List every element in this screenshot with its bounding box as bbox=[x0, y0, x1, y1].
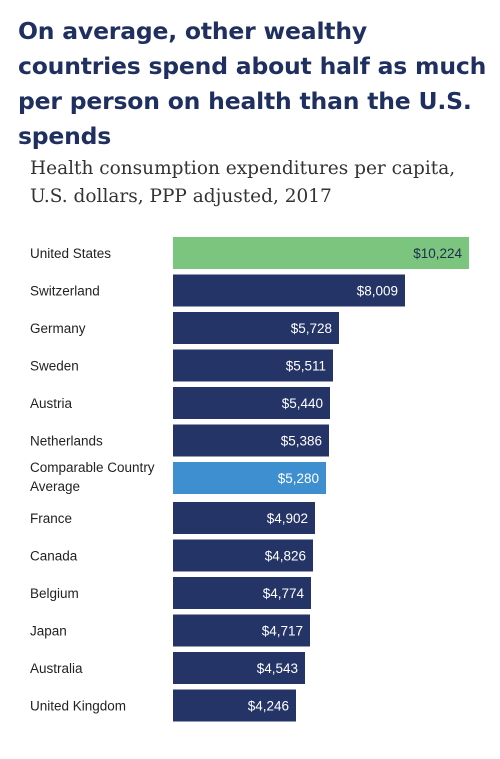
category-label: United States bbox=[30, 246, 111, 261]
value-label: $4,826 bbox=[265, 549, 306, 564]
category-label: Canada bbox=[30, 549, 78, 564]
bar-australia bbox=[173, 652, 305, 684]
value-label: $5,440 bbox=[282, 396, 323, 411]
value-label: $5,386 bbox=[281, 434, 322, 449]
category-label: France bbox=[30, 511, 72, 526]
bar-united-states bbox=[173, 237, 469, 269]
bar-belgium bbox=[173, 577, 311, 609]
bar-comparable-country-average bbox=[173, 462, 326, 494]
headline: On average, other wealthy countries spen… bbox=[18, 17, 487, 150]
bar-austria bbox=[173, 387, 330, 419]
bar-switzerland bbox=[173, 274, 405, 307]
category-label: Comparable Country Average bbox=[30, 460, 155, 494]
value-label: $4,717 bbox=[262, 624, 303, 639]
value-label: $5,728 bbox=[291, 321, 332, 336]
category-label: Belgium bbox=[30, 586, 79, 601]
value-label: $4,246 bbox=[248, 699, 289, 714]
value-label: $4,774 bbox=[263, 586, 305, 601]
category-label: Switzerland bbox=[30, 284, 100, 299]
category-label: Austria bbox=[30, 396, 73, 411]
value-label: $4,902 bbox=[267, 511, 308, 526]
category-label: Australia bbox=[30, 661, 83, 676]
bar-japan bbox=[173, 614, 310, 647]
chart-title: Health consumption expenditures per capi… bbox=[30, 158, 456, 207]
bar-germany bbox=[173, 312, 339, 344]
category-label: Japan bbox=[30, 624, 67, 639]
value-label: $10,224 bbox=[413, 246, 462, 261]
category-label: Germany bbox=[30, 321, 86, 336]
value-label: $8,009 bbox=[357, 284, 398, 299]
category-label: Sweden bbox=[30, 359, 79, 374]
category-label: United Kingdom bbox=[30, 699, 126, 714]
bar-united-kingdom bbox=[173, 689, 296, 722]
bar-canada bbox=[173, 539, 313, 572]
value-label: $4,543 bbox=[257, 661, 298, 676]
value-label: $5,280 bbox=[278, 471, 319, 486]
value-label: $5,511 bbox=[286, 359, 326, 374]
bar-netherlands bbox=[173, 424, 329, 457]
bar-france bbox=[173, 502, 315, 534]
bar-sweden bbox=[173, 349, 333, 382]
category-label: Netherlands bbox=[30, 434, 103, 449]
